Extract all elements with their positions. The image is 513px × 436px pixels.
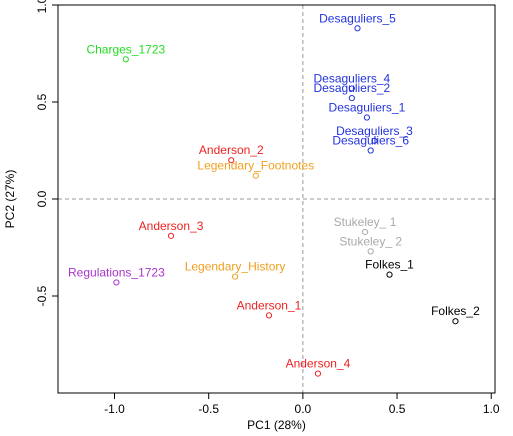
point-label: Charges_1723	[86, 42, 165, 56]
x-axis: -1.0 -0.5 0.0 0.5 1.0	[104, 392, 500, 416]
data-points	[113, 25, 459, 377]
data-point	[314, 370, 322, 377]
y-tick-label: -0.5	[35, 285, 49, 306]
y-tick-label: 0.5	[35, 93, 49, 110]
data-point	[452, 318, 459, 325]
point-label: Stukeley_ 1	[334, 215, 397, 229]
y-tick-label: 0.0	[35, 190, 49, 207]
x-axis-title: PC1 (28%)	[247, 418, 306, 432]
y-axis-title: PC2 (27%)	[3, 170, 17, 229]
point-label: Desaguliers_4	[313, 71, 390, 85]
y-tick-label: 1.0	[35, 0, 49, 13]
point-label: Anderson_4	[286, 357, 351, 371]
data-point	[113, 279, 120, 286]
point-labels: Charges_1723 Regulations_1723 Anderson_1 An…	[68, 11, 480, 370]
data-point	[371, 137, 378, 144]
data-point	[354, 25, 361, 32]
x-tick-label: -0.5	[198, 402, 219, 416]
data-point	[252, 172, 259, 179]
data-point	[367, 248, 374, 255]
x-tick-label: 0.0	[295, 402, 312, 416]
data-point	[348, 95, 355, 102]
point-label: Desaguliers_1	[329, 101, 406, 115]
point-label: Desaguliers_3	[336, 124, 413, 138]
data-point	[167, 232, 175, 239]
point-label: Legendary_Footnotes	[197, 159, 314, 173]
data-point	[367, 147, 374, 154]
data-point	[122, 56, 129, 63]
x-tick-label: -1.0	[104, 402, 125, 416]
x-tick-label: 1.0	[483, 402, 500, 416]
point-label: Stukeley_ 2	[339, 234, 402, 248]
x-tick-label: 0.5	[389, 402, 406, 416]
data-point	[265, 312, 273, 319]
data-point	[363, 114, 371, 121]
point-label: Legendary_History	[185, 260, 286, 274]
point-label: Folkes_1	[365, 258, 414, 272]
point-label: Regulations_1723	[68, 265, 165, 279]
point-label: Folkes_2	[431, 304, 480, 318]
data-point	[228, 157, 235, 164]
point-label: Desaguliers_2	[313, 81, 390, 95]
y-axis: -0.5 0.0 0.5 1.0	[35, 0, 59, 306]
data-point	[386, 271, 393, 278]
data-point	[348, 85, 355, 92]
data-point	[361, 228, 369, 236]
point-label: Desaguliers_5	[319, 11, 396, 25]
point-label: Anderson_2	[199, 143, 264, 157]
point-label: Anderson_3	[139, 219, 204, 233]
point-label: Desaguliers_6	[332, 134, 409, 148]
point-label: Anderson_1	[237, 298, 302, 312]
data-point	[231, 273, 239, 280]
